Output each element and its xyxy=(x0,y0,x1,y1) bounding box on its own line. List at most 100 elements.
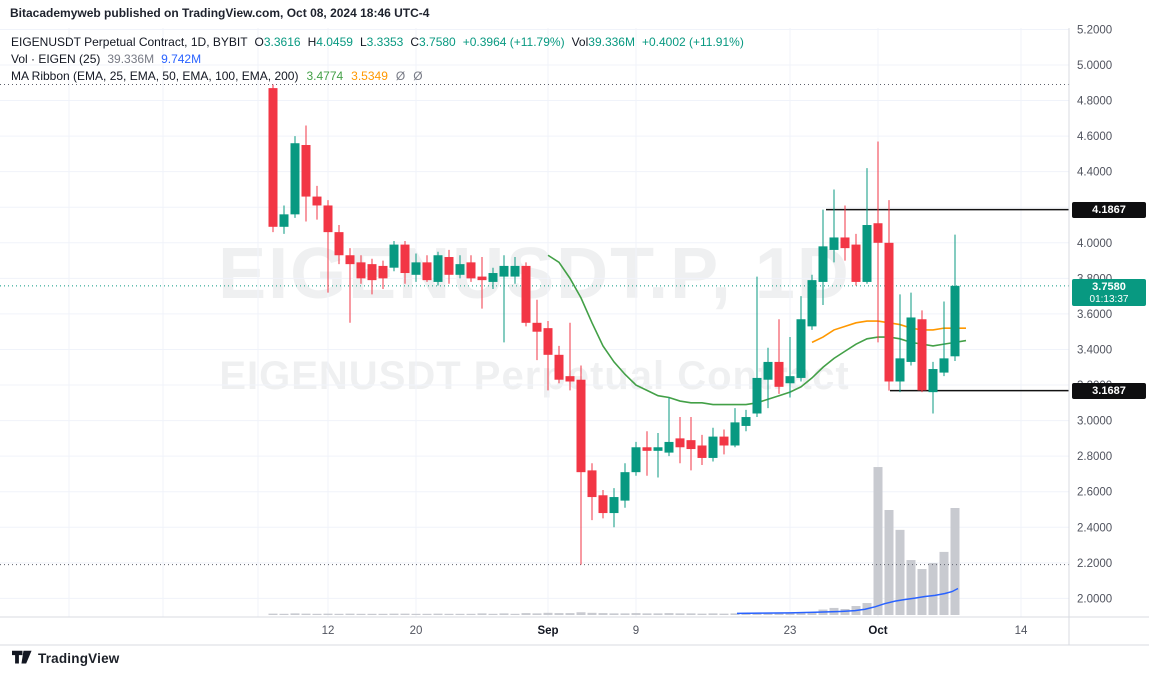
volume-bar xyxy=(510,613,520,615)
candle-body xyxy=(763,361,773,380)
candle-body xyxy=(774,361,784,387)
candle-body xyxy=(950,285,960,357)
volume-bar xyxy=(686,613,696,615)
price-axis-label: 2.0000 xyxy=(1077,593,1112,605)
candle-body xyxy=(268,88,278,227)
tradingview-footer[interactable]: TradingView xyxy=(12,650,119,666)
candle-body xyxy=(873,223,883,243)
price-axis-label: 2.4000 xyxy=(1077,522,1112,534)
price-axis-label: 5.2000 xyxy=(1077,24,1112,36)
volume-bar xyxy=(620,613,630,615)
volume-bar xyxy=(444,613,454,615)
price-axis-label: 3.6000 xyxy=(1077,309,1112,321)
volume-bar xyxy=(279,613,289,615)
price-axis-label: 4.8000 xyxy=(1077,96,1112,108)
candle-body xyxy=(862,225,872,282)
volume-bar xyxy=(906,560,916,615)
volume-bar xyxy=(378,613,388,615)
volume-bar xyxy=(356,613,366,615)
volume-bar xyxy=(807,612,817,615)
volume-bar xyxy=(301,613,311,615)
volume-bar xyxy=(268,613,278,615)
volume-bar xyxy=(532,613,542,615)
volume-bar xyxy=(928,563,938,615)
volume-bar xyxy=(895,529,905,615)
price-axis-label: 2.6000 xyxy=(1077,487,1112,499)
symbol-legend-row: EIGENUSDT Perpetual Contract, 1D, BYBIT O… xyxy=(11,34,744,51)
candle-body xyxy=(697,445,707,458)
time-axis-label: 23 xyxy=(784,625,797,637)
volume-histogram xyxy=(268,467,960,615)
candle-body xyxy=(587,470,597,498)
candle-body xyxy=(708,436,718,458)
volume-bar xyxy=(345,613,355,615)
candle-body xyxy=(521,265,531,323)
candle-body xyxy=(675,438,685,448)
candle-body xyxy=(928,369,938,393)
ema200-empty-icon: Ø xyxy=(413,69,423,83)
ema25-value: 3.4774 xyxy=(306,69,344,83)
vol-change-value: +0.4002 (+11.91%) xyxy=(641,35,744,49)
price-axis-label: 5.0000 xyxy=(1077,60,1112,72)
candle-body xyxy=(367,264,377,281)
tradingview-logo-icon xyxy=(12,650,32,664)
time-axis-label: Oct xyxy=(868,625,887,637)
volume-bar xyxy=(664,613,674,615)
volume-bar xyxy=(455,613,465,615)
candle-body xyxy=(818,246,828,282)
ray-high-price: 4.1867 xyxy=(1092,203,1126,216)
volume-bar xyxy=(609,613,619,615)
volume-bar xyxy=(730,613,740,615)
candle-body xyxy=(323,205,333,233)
volume-bar xyxy=(290,613,300,615)
candle-body xyxy=(488,273,498,282)
volume-bar xyxy=(422,613,432,615)
volume-bar xyxy=(873,467,883,615)
volume-bar xyxy=(598,613,608,615)
low-label: L xyxy=(359,35,367,49)
volume-bar xyxy=(785,613,795,615)
tradingview-brand-text: TradingView xyxy=(38,650,120,666)
time-axis-label: 9 xyxy=(633,625,639,637)
candle-body xyxy=(477,276,487,281)
chart-legend: EIGENUSDT Perpetual Contract, 1D, BYBIT O… xyxy=(11,34,744,85)
candle-body xyxy=(686,440,696,450)
candle-body xyxy=(719,436,729,446)
candle-body xyxy=(301,145,311,197)
volume-gray-value: 39.336M xyxy=(107,52,155,66)
ma-ribbon-row: MA Ribbon (EMA, 25, EMA, 50, EMA, 100, E… xyxy=(11,68,744,85)
ma-ribbon-name: MA Ribbon (EMA, 25, EMA, 50, EMA, 100, E… xyxy=(11,69,299,83)
volume-bar xyxy=(323,613,333,615)
volume-bar xyxy=(950,508,960,615)
high-label: H xyxy=(307,35,317,49)
current-price: 3.7580 xyxy=(1092,280,1126,293)
candle-body xyxy=(895,358,905,382)
candle-body xyxy=(741,417,751,426)
candle-body xyxy=(730,422,740,446)
candle-body xyxy=(752,377,762,414)
candle-body xyxy=(917,319,927,391)
volume-bar xyxy=(763,613,773,615)
candle-body xyxy=(631,447,641,473)
candle-body xyxy=(884,242,894,382)
price-axis-label: 3.4000 xyxy=(1077,344,1112,356)
ema100-empty-icon: Ø xyxy=(395,69,406,83)
price-axis-label: 4.0000 xyxy=(1077,238,1112,250)
price-axis-label: 4.4000 xyxy=(1077,167,1112,179)
ray-low-price: 3.1687 xyxy=(1092,384,1126,397)
volume-bar xyxy=(587,612,597,615)
volume-bar xyxy=(466,613,476,615)
price-axis-label: 2.2000 xyxy=(1077,558,1112,570)
candle-body xyxy=(345,255,355,265)
open-label: O xyxy=(254,35,264,49)
candle-body xyxy=(334,232,344,256)
candle-body xyxy=(829,237,839,250)
vol-label: Vol xyxy=(571,35,589,49)
volume-bar xyxy=(917,569,927,615)
ema50-value: 3.5349 xyxy=(351,69,388,83)
candle-body xyxy=(455,264,465,275)
volume-ma-value: 9.742M xyxy=(161,52,202,66)
candle-body xyxy=(378,265,388,279)
volume-indicator-name: Vol · EIGEN (25) xyxy=(11,52,101,66)
